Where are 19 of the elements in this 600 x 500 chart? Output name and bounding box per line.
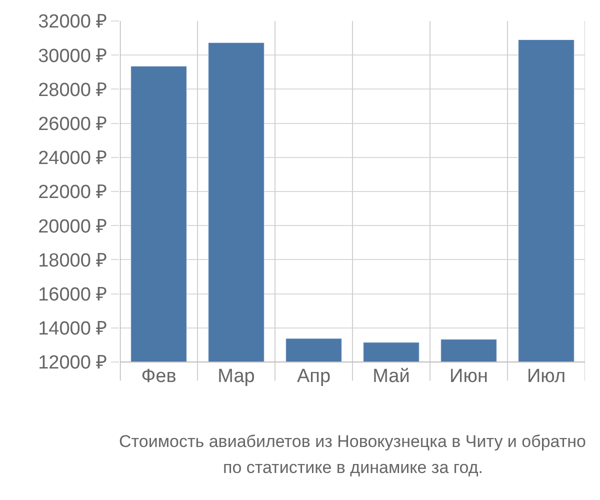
y-tick-label: 30000 ₽ xyxy=(38,46,108,67)
x-tick-label: Июл xyxy=(526,366,566,387)
y-tick-label: 12000 ₽ xyxy=(38,352,108,374)
text: по статистике в динамике за год. xyxy=(223,458,483,477)
y-tick-label: 20000 ₽ xyxy=(38,216,108,238)
x-tick-label: Апр xyxy=(296,366,331,387)
y-tick-label: 32000 ₽ xyxy=(38,12,108,33)
text: Стоимость авиабилетов из Новокузнецка в Читу и обратно xyxy=(119,432,586,451)
x-tick-label: Фев xyxy=(141,366,176,387)
y-tick-label: 26000 ₽ xyxy=(38,114,108,135)
x-tick-label: Июн xyxy=(450,366,488,387)
y-tick-label: 16000 ₽ xyxy=(38,284,108,306)
y-tick-label: 24000 ₽ xyxy=(38,148,108,170)
x-tick-label: Мар xyxy=(218,366,255,387)
y-tick-label: 18000 ₽ xyxy=(38,250,108,272)
y-tick-label: 22000 ₽ xyxy=(38,182,108,204)
y-tick-label: 14000 ₽ xyxy=(38,318,108,340)
y-tick-label: 28000 ₽ xyxy=(38,80,108,101)
x-tick-label: Май xyxy=(372,366,410,387)
